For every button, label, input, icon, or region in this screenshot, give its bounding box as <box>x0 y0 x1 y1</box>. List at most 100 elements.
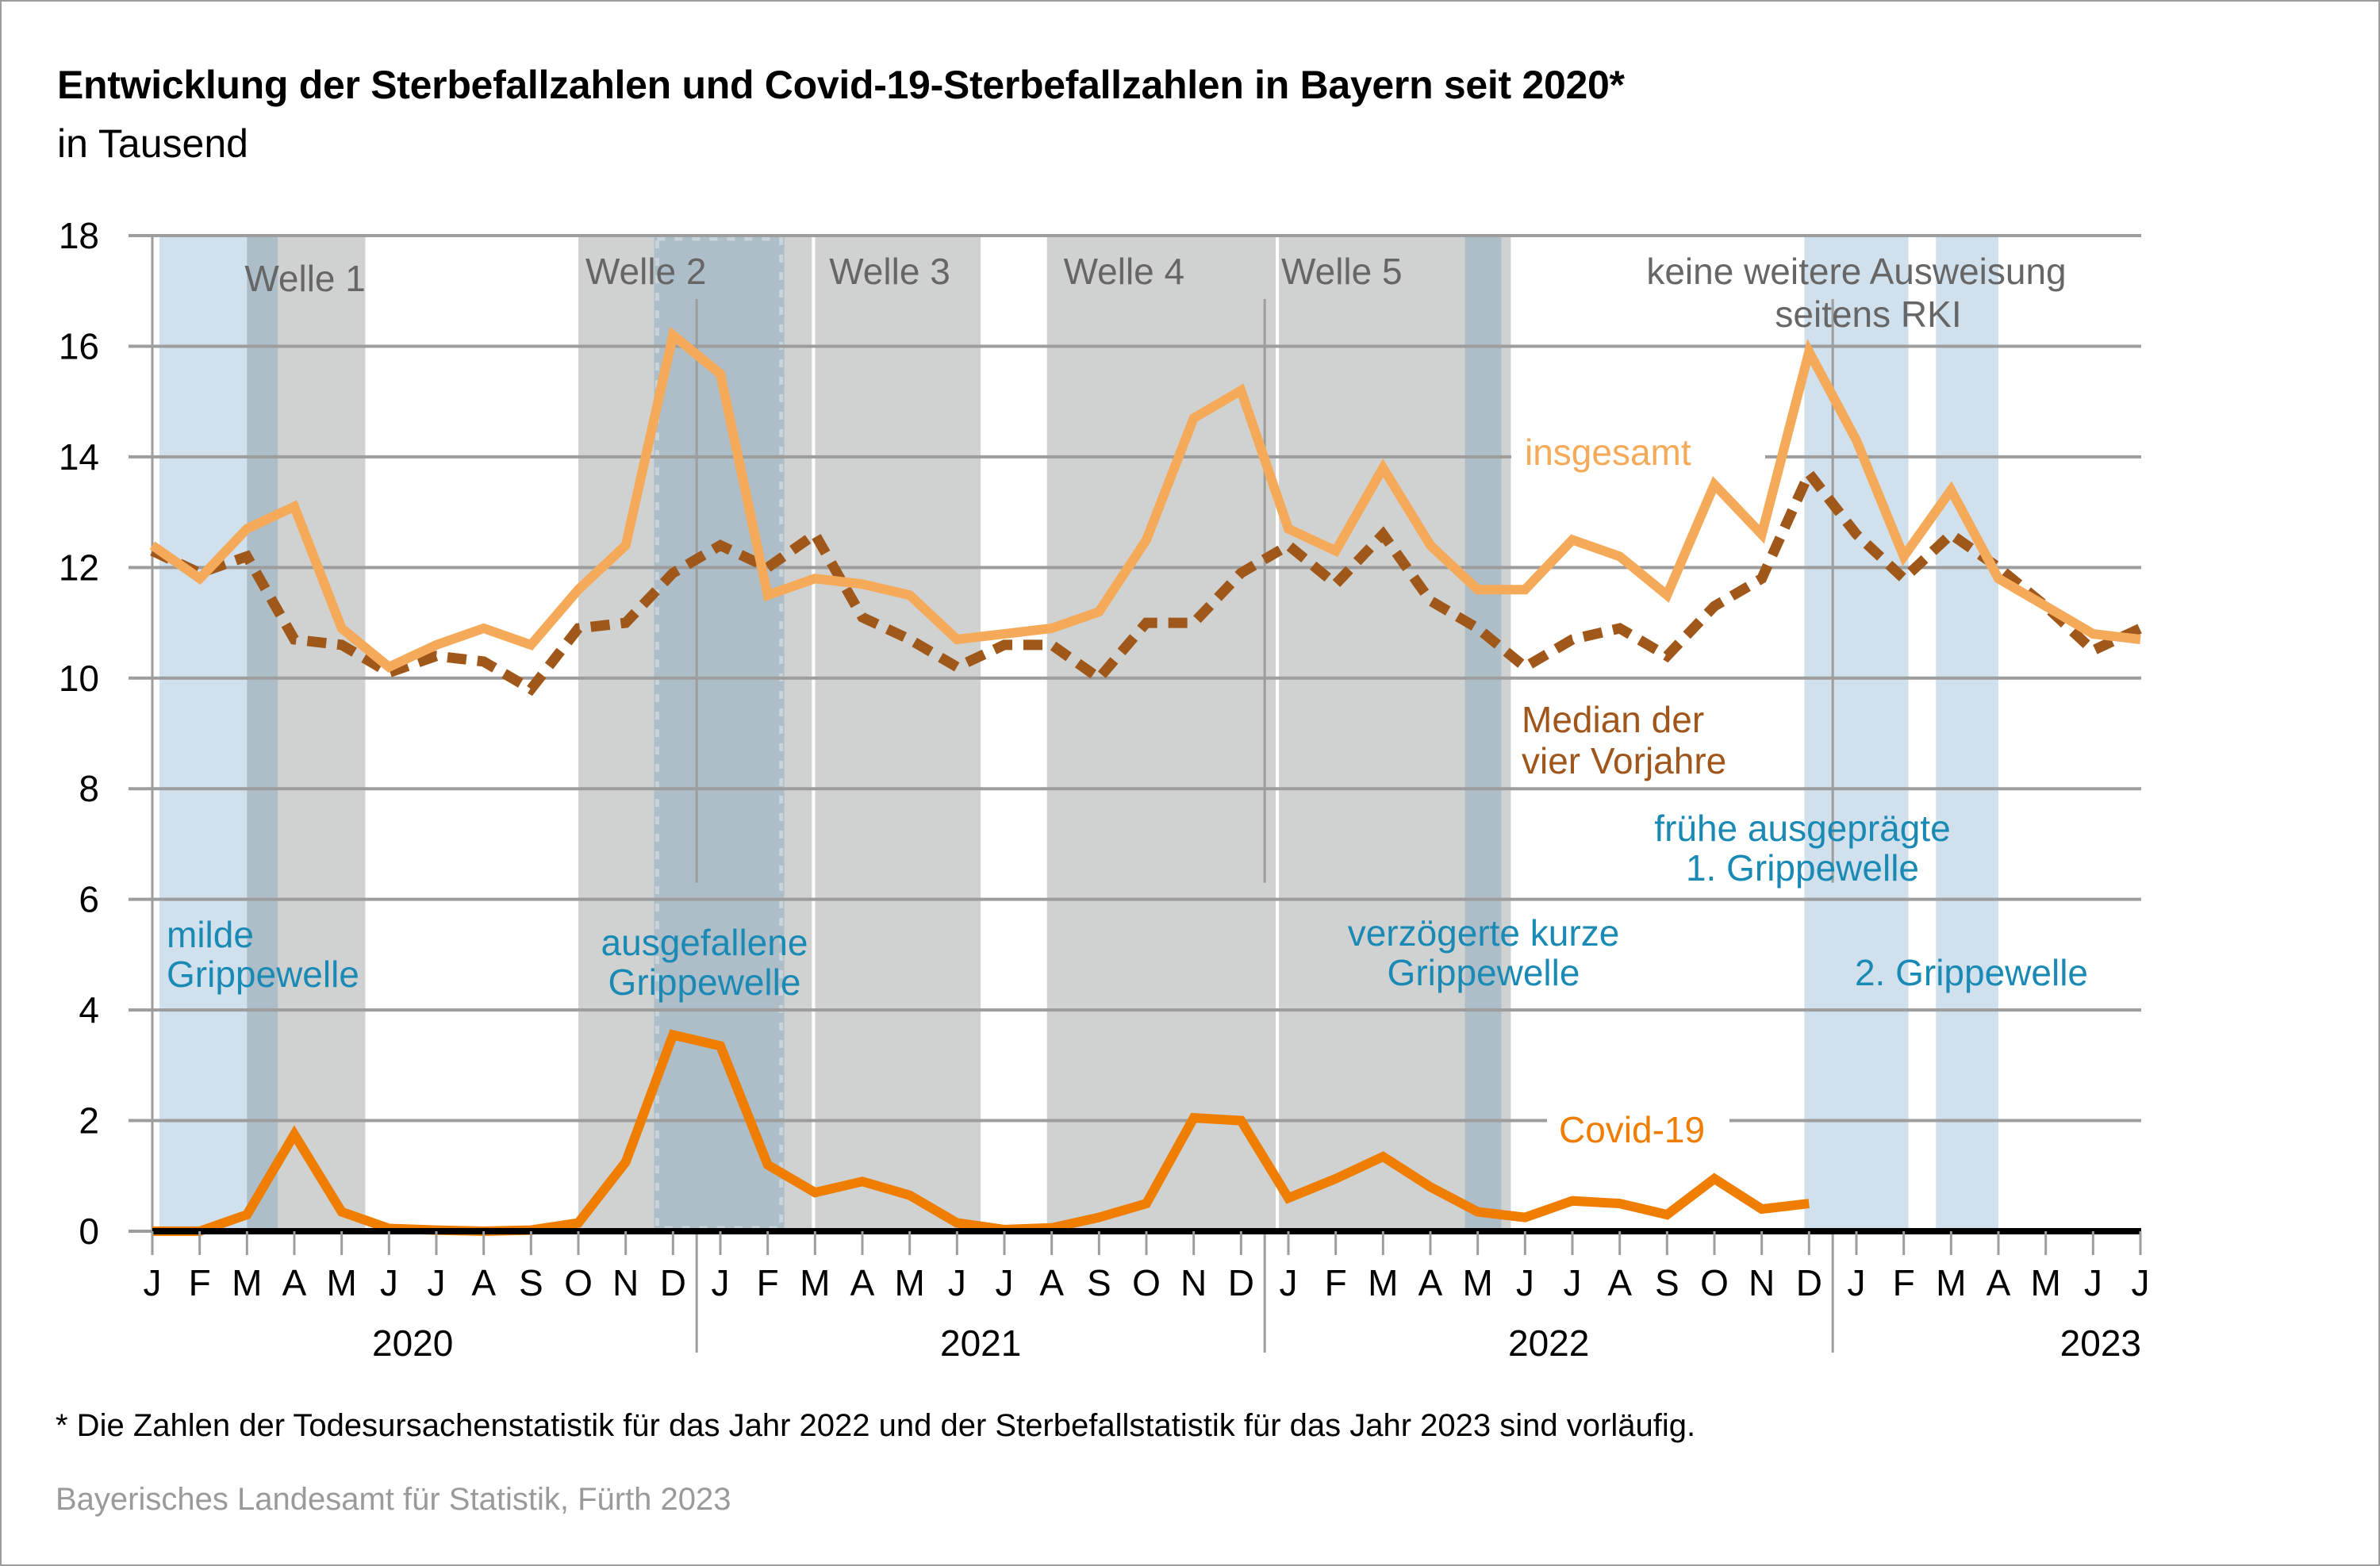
flu-wave-band <box>159 236 252 1231</box>
flu-wave-label: frühe ausgeprägte <box>1654 808 1950 849</box>
x-tick-label: S <box>1087 1262 1111 1303</box>
label-bg <box>1547 1103 1729 1142</box>
year-label: 2022 <box>1508 1322 1589 1364</box>
x-tick-label: J <box>2084 1262 2102 1303</box>
x-tick-label: D <box>1796 1262 1822 1303</box>
y-tick-label: 12 <box>59 547 99 588</box>
year-label: 2021 <box>940 1322 1021 1364</box>
wave-label: Welle 5 <box>1281 251 1403 292</box>
series-label-median: vier Vorjahre <box>1522 740 1726 781</box>
x-tick-label: M <box>1936 1262 1966 1303</box>
x-tick-label: F <box>757 1262 779 1303</box>
covid-wave-band <box>261 236 366 1231</box>
overlap-band <box>247 236 278 1231</box>
x-tick-label: M <box>895 1262 925 1303</box>
flu-wave-label: ausgefallene <box>601 922 808 963</box>
overlap-band-dotted <box>654 236 785 1231</box>
x-tick-label: J <box>948 1262 966 1303</box>
y-tick-label: 16 <box>59 325 99 367</box>
x-tick-label: J <box>712 1262 730 1303</box>
x-tick-label: A <box>282 1262 307 1303</box>
x-tick-label: F <box>1893 1262 1915 1303</box>
x-tick-label: A <box>1987 1262 2011 1303</box>
wave-label: Welle 3 <box>829 251 950 292</box>
series-line-insgesamt <box>149 326 2141 673</box>
x-tick-label: A <box>1418 1262 1443 1303</box>
source-note: Bayerisches Landesamt für Statistik, Für… <box>56 1482 731 1517</box>
x-tick-label: J <box>2132 1262 2150 1303</box>
covid-wave-band <box>1046 236 1277 1231</box>
x-tick-label: F <box>1325 1262 1347 1303</box>
x-tick-label: N <box>612 1262 639 1303</box>
x-tick-label: J <box>1564 1262 1582 1303</box>
footnote: * Die Zahlen der Todesursachenstatistik … <box>56 1408 1696 1443</box>
x-tick-label: J <box>428 1262 446 1303</box>
chart-subtitle: in Tausend <box>57 121 248 166</box>
series-label-median: Median der <box>1522 699 1704 740</box>
wave-label: Welle 4 <box>1064 251 1185 292</box>
x-tick-label: M <box>800 1262 830 1303</box>
flu-wave-label: Grippewelle <box>167 954 359 995</box>
x-tick-label: A <box>850 1262 875 1303</box>
x-tick-label: O <box>1700 1262 1729 1303</box>
flu-wave-label: 1. Grippewelle <box>1686 847 1919 889</box>
flu-wave-label: milde <box>167 914 254 955</box>
y-tick-label: 6 <box>79 879 99 920</box>
x-tick-label: M <box>1463 1262 1493 1303</box>
wave-label: Welle 2 <box>585 251 707 292</box>
x-tick-label: J <box>996 1262 1014 1303</box>
wave-bands <box>159 236 1998 1231</box>
x-tick-label: J <box>1280 1262 1298 1303</box>
x-tick-label: M <box>232 1262 262 1303</box>
x-tick-label: M <box>1368 1262 1398 1303</box>
x-tick-label: M <box>327 1262 357 1303</box>
y-tick-label: 14 <box>59 436 99 478</box>
series-line-median <box>150 463 2143 697</box>
x-tick-label: O <box>564 1262 593 1303</box>
year-label: 2020 <box>372 1322 453 1364</box>
x-tick-label: N <box>1180 1262 1207 1303</box>
rki-note: seitens RKI <box>1775 294 1961 335</box>
x-tick-label: D <box>660 1262 686 1303</box>
x-tick-label: S <box>519 1262 543 1303</box>
overlap-band <box>1464 236 1502 1231</box>
x-tick-label: J <box>380 1262 398 1303</box>
series-label-covid: Covid-19 <box>1559 1109 1705 1150</box>
flu-wave-label: verzögerte kurze <box>1348 912 1620 954</box>
flu-wave-label: Grippewelle <box>608 961 801 1003</box>
y-tick-label: 18 <box>59 215 99 256</box>
y-axis-labels: 0 2 4 6 8 10 12 14 16 18 <box>59 215 99 1252</box>
x-tick-label: J <box>1848 1262 1866 1303</box>
label-bg <box>1511 432 1765 472</box>
x-tick-label: M <box>2031 1262 2061 1303</box>
x-tick-label: F <box>189 1262 211 1303</box>
x-tick-label: D <box>1228 1262 1254 1303</box>
y-tick-label: 0 <box>79 1211 99 1252</box>
y-tick-label: 8 <box>79 768 99 809</box>
annotations: Welle 1 Welle 2 Welle 3 Welle 4 Welle 5 keine… <box>167 251 2088 1150</box>
rki-note: keine weitere Ausweisung <box>1646 251 2066 292</box>
y-tick-label: 10 <box>59 658 99 699</box>
y-tick-label: 2 <box>79 1100 99 1142</box>
x-tick-label: A <box>1607 1262 1632 1303</box>
x-tick-label: J <box>144 1262 162 1303</box>
y-tick-label: 4 <box>79 989 99 1031</box>
covid-wave-band <box>815 236 981 1231</box>
flu-wave-label: Grippewelle <box>1388 952 1580 993</box>
flu-wave-label: 2. Grippewelle <box>1855 952 2088 993</box>
x-tick-label: A <box>1039 1262 1064 1303</box>
chart-title: Entwicklung der Sterbefallzahlen und Cov… <box>57 63 1625 107</box>
flu-wave-band <box>1804 236 1909 1231</box>
x-tick-label: N <box>1749 1262 1775 1303</box>
flu-wave-band <box>1936 236 1998 1231</box>
gridlines <box>129 234 2141 1353</box>
x-tick-label: S <box>1655 1262 1679 1303</box>
wave-label: Welle 1 <box>244 258 366 299</box>
x-tick-label: O <box>1132 1262 1161 1303</box>
x-tick-label: A <box>471 1262 496 1303</box>
year-label: 2023 <box>2060 1322 2141 1364</box>
x-tick-label: J <box>1516 1262 1534 1303</box>
